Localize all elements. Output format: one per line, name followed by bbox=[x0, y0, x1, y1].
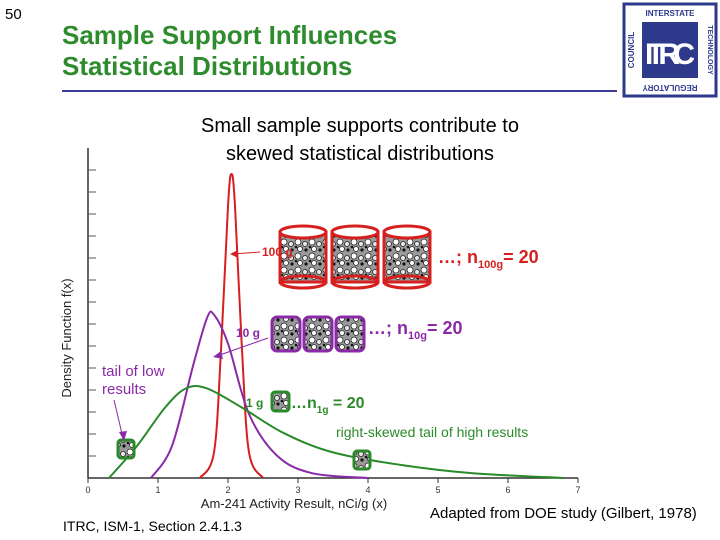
container-100g-3 bbox=[382, 224, 432, 290]
x-tick-label: 0 bbox=[85, 485, 90, 495]
n10g-annotation: …; n10g= 20 bbox=[368, 318, 463, 342]
slide-number: 50 bbox=[5, 6, 22, 23]
label-10g: 10 g bbox=[236, 326, 260, 340]
low-tail-sample-marker bbox=[116, 438, 136, 460]
density-curves bbox=[108, 172, 565, 479]
logo-main-text: ITRC bbox=[645, 38, 695, 71]
source-citation: ITRC, ISM-1, Section 2.4.1.3 bbox=[63, 518, 242, 534]
container-10g-3 bbox=[334, 315, 366, 353]
y-ticks bbox=[88, 169, 96, 457]
container-10g-1 bbox=[270, 315, 302, 353]
logo-right-text: TECHNOLOGY bbox=[706, 25, 713, 75]
x-tick-label: 7 bbox=[575, 485, 580, 495]
label-1g: 1 g bbox=[246, 396, 263, 410]
n100g-annotation: …; n100g= 20 bbox=[438, 247, 539, 271]
logo-top-text: INTERSTATE bbox=[645, 9, 695, 18]
tail-low-label: tail of low results bbox=[102, 363, 169, 398]
sample-10g-containers bbox=[270, 315, 366, 353]
x-tick-label: 6 bbox=[505, 485, 510, 495]
container-10g-2 bbox=[302, 315, 334, 353]
subtitle-line-2: skewed statistical distributions bbox=[226, 143, 494, 165]
curve-100g bbox=[199, 172, 264, 479]
high-tail-sample-marker bbox=[352, 449, 372, 471]
x-tick-label: 2 bbox=[225, 485, 230, 495]
adaptation-note: Adapted from DOE study (Gilbert, 1978) bbox=[430, 505, 697, 522]
x-tick-label: 3 bbox=[295, 485, 300, 495]
container-100g-1 bbox=[278, 224, 328, 290]
x-ticks: 0 1 2 3 4 5 6 7 bbox=[85, 478, 581, 495]
slide-title: Sample Support Influences Statistical Di… bbox=[62, 20, 397, 82]
curve-1g bbox=[108, 385, 565, 479]
logo-left-text: COUNCIL bbox=[627, 32, 636, 69]
x-tick-label: 5 bbox=[435, 485, 440, 495]
x-tick-label: 1 bbox=[155, 485, 160, 495]
label-100g: 100 g bbox=[262, 245, 293, 259]
tail-high-label: right-skewed tail of high results bbox=[336, 424, 528, 440]
title-line-2: Statistical Distributions bbox=[62, 51, 353, 81]
chart-axes bbox=[87, 148, 578, 479]
sample-100g-containers bbox=[278, 224, 432, 290]
sample-1g-container bbox=[270, 390, 291, 413]
title-underline bbox=[62, 90, 617, 92]
title-line-1: Sample Support Influences bbox=[62, 20, 398, 50]
subtitle-line-1: Small sample supports contribute to bbox=[201, 115, 519, 137]
n1g-annotation: …n1g = 20 bbox=[291, 395, 365, 416]
itrc-logo: ITRC INTERSTATE REGULATORY TECHNOLOGY CO… bbox=[622, 2, 718, 98]
container-100g-2 bbox=[330, 224, 380, 290]
logo-bottom-text: REGULATORY bbox=[642, 83, 698, 92]
y-axis-label: Density Function f(x) bbox=[59, 278, 74, 397]
slide-subtitle: Small sample supports contribute to skew… bbox=[130, 112, 590, 168]
x-tick-label: 4 bbox=[365, 485, 370, 495]
x-axis-label: Am-241 Activity Result, nCi/g (x) bbox=[201, 496, 387, 511]
curve-10g bbox=[150, 310, 369, 479]
